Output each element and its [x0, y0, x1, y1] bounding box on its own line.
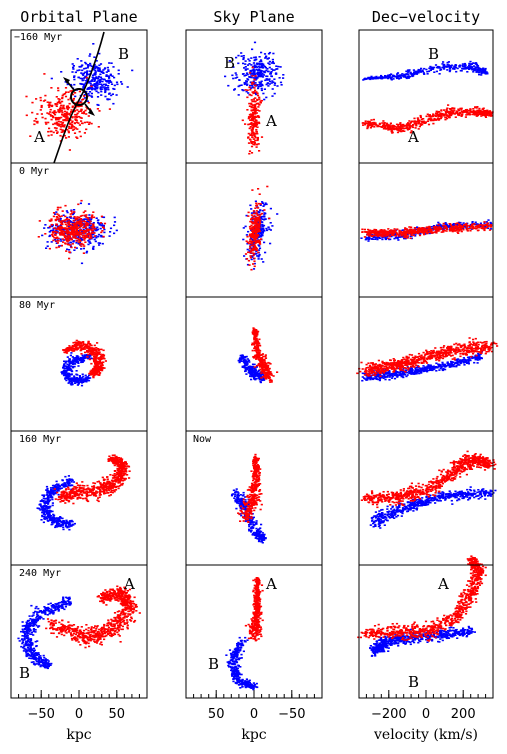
x-axis-label-velocity: velocity (km/s) — [373, 727, 478, 743]
x-tick-label-orbital-2: 50 — [109, 707, 126, 722]
x-axis-label-sky: kpc — [241, 727, 266, 743]
column-title-orbital: Orbital Plane — [20, 8, 137, 26]
x-tick-label-orbital-1: 0 — [75, 707, 83, 722]
particle-clouds — [17, 41, 499, 691]
galaxy-label-b-orbital-row1: B — [118, 45, 129, 63]
galaxy-label-b-dv-row1: B — [428, 45, 439, 63]
time-label-row-4: 160 Myr — [19, 434, 61, 445]
x-tick-label-dv-1: 0 — [422, 707, 430, 722]
x-tick-label-dv-0: −200 — [371, 707, 407, 722]
time-label-row-3: 80 Myr — [19, 300, 55, 311]
time-label-row-2: 0 Myr — [19, 166, 49, 177]
column-title-sky: Sky Plane — [213, 8, 294, 26]
x-tick-label-orbital-0: −50 — [27, 707, 54, 722]
x-tick-label-sky-0: 50 — [208, 707, 225, 722]
galaxy-label-b-dv-row5: B — [408, 673, 419, 691]
galaxy-label-a-sky-row5: A — [265, 575, 277, 593]
galaxy-label-a-dv-row5: A — [437, 575, 449, 593]
galaxy-label-b-orbital-row5: B — [19, 664, 30, 682]
x-tick-label-sky-2: −50 — [278, 707, 305, 722]
orbit-center-circle — [70, 88, 88, 106]
x-tick-label-dv-2: 200 — [451, 707, 476, 722]
x-axes: −50 0 50 50 0 −50 −200 0 200 — [18, 690, 487, 722]
orbit-arrow-down-head — [88, 109, 95, 116]
galaxy-label-b-sky-row1: B — [224, 54, 235, 72]
galaxy-label-a-orbital-row1: A — [33, 128, 45, 146]
orbit-arrow-up-head — [63, 77, 70, 84]
orbit-curve — [53, 31, 105, 164]
now-label: Now — [193, 434, 212, 445]
time-label-row-1: −160 Myr — [14, 32, 62, 43]
galaxy-label-b-sky-row5: B — [208, 655, 219, 673]
column-title-dec-velocity: Dec−velocity — [372, 8, 480, 26]
time-label-row-5: 240 Myr — [19, 568, 61, 579]
orbit-diagram — [53, 31, 105, 164]
galaxy-label-a-orbital-row5: A — [123, 575, 135, 593]
galaxy-label-a-dv-row1: A — [407, 128, 419, 146]
x-axis-label-orbital: kpc — [66, 727, 91, 743]
x-tick-label-sky-1: 0 — [250, 707, 258, 722]
galaxy-label-a-sky-row1: A — [265, 112, 277, 130]
